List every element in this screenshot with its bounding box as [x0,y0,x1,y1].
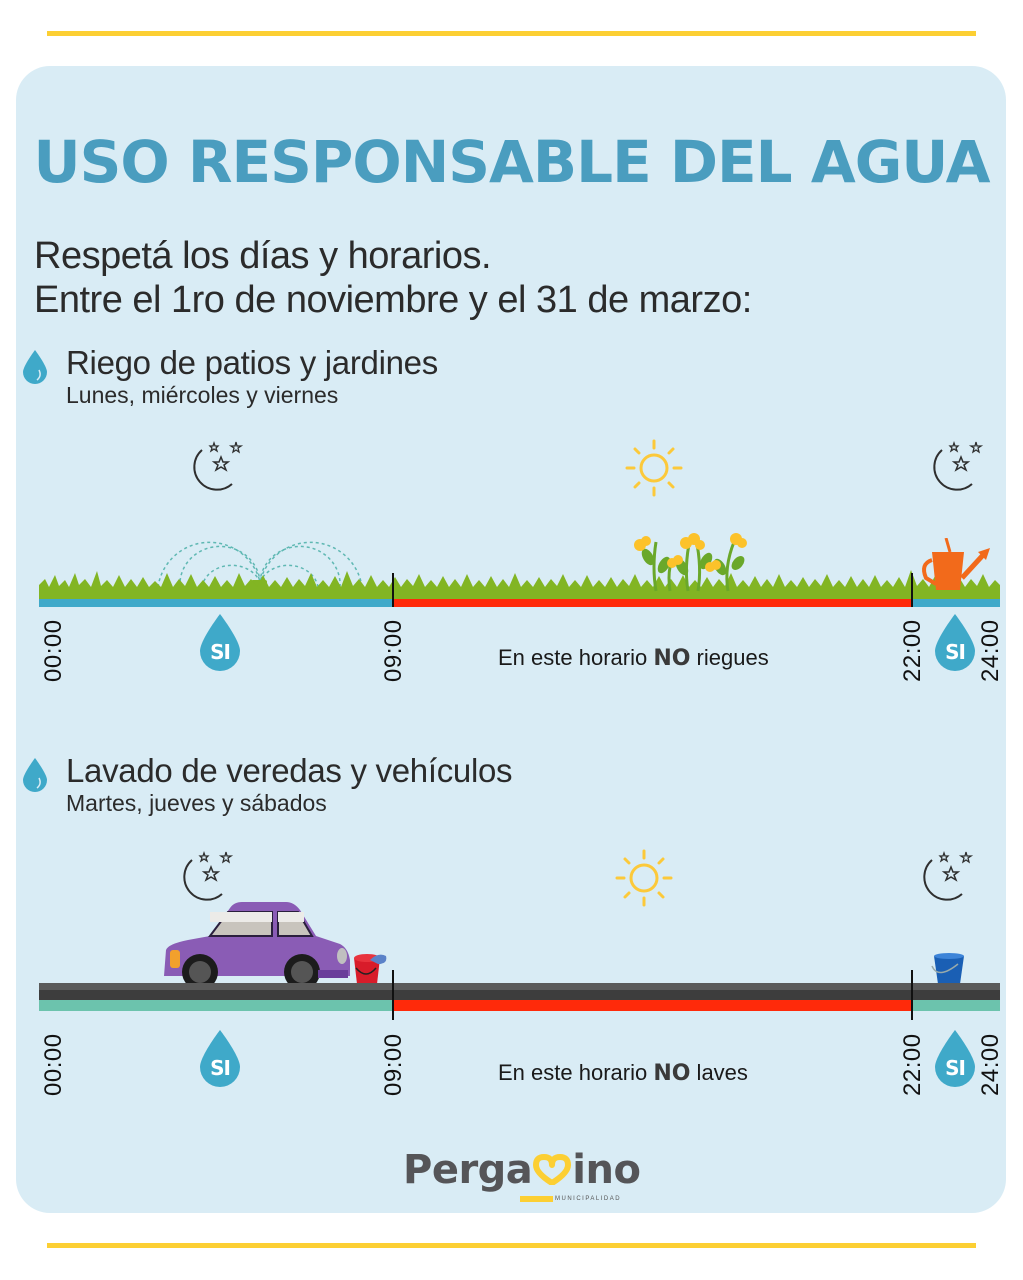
moon-stars-icon [923,850,974,901]
bottom-yellow-divider [47,1243,976,1248]
logo-text-right: ino [572,1147,641,1193]
heart-m-icon [533,1154,572,1186]
info-card [16,66,1006,1213]
si-label: SI [210,640,231,664]
red-bucket-icon [354,954,387,984]
allowed-si-badge: SI [933,614,977,672]
si-label: SI [945,640,966,664]
water-drop-icon [200,614,240,671]
note-bold: NO [653,646,691,671]
section-title: Lavado de veredas y vehículos [66,752,513,789]
note-suffix: riegues [690,645,769,670]
tick-2200 [911,573,913,607]
moon-stars-icon [193,440,244,491]
watering-can-icon [922,538,990,590]
page-title: USO RESPONSABLE DEL AGUA [33,128,990,196]
section-title: Riego de patios y jardines [66,344,438,381]
section-days: Martes, jueves y sábados [66,790,327,816]
allowed-si-badge: SI [198,614,242,672]
tick-2200 [911,970,913,1020]
allowed-si-badge: SI [933,1030,977,1088]
note-suffix: laves [690,1060,748,1085]
section-days: Lunes, miércoles y viernes [66,382,339,408]
car-icon [164,902,350,990]
logo-subtitle: MUNICIPALIDAD [555,1196,622,1202]
water-drop-icon [200,1030,240,1087]
time-label: 22:00 [899,1033,926,1096]
intro-line-2: Entre el 1ro de noviembre y el 31 de mar… [34,279,752,321]
allowed-bar-morning [39,1000,393,1011]
forbidden-note: En este horario NO riegues [498,645,769,671]
time-label: 09:00 [380,619,407,682]
water-drop-icon [23,350,47,384]
allowed-bar-night [912,599,1000,607]
tick-0900 [392,573,394,607]
forbidden-bar-day [393,599,912,607]
time-label: 24:00 [977,619,1004,682]
logo-yellow-bar [520,1196,553,1202]
allowed-si-badge: SI [198,1030,242,1088]
si-label: SI [210,1056,231,1080]
time-label: 24:00 [977,1033,1004,1096]
water-drop-icon [23,758,47,792]
forbidden-note: En este horario NO laves [498,1060,748,1086]
top-yellow-divider [47,31,976,36]
road-strip [39,983,1000,1000]
note-bold: NO [653,1061,691,1086]
pergamino-logo: Perga ino [403,1147,641,1193]
intro-line-1: Respetá los días y horarios. [34,235,492,277]
allowed-bar-night [912,1000,1000,1011]
grass-strip [39,570,1000,600]
logo-text-left: Perga [403,1147,533,1193]
time-label: 00:00 [40,1033,67,1096]
flowers-icon [634,533,747,592]
water-drop-icon [935,614,975,671]
intro-text: Respetá los días y horarios. Entre el 1r… [34,234,752,322]
moon-stars-icon [183,850,234,901]
note-prefix: En este horario [498,645,654,670]
sun-icon [615,849,673,907]
time-label: 09:00 [380,1033,407,1096]
tick-0900 [392,970,394,1020]
time-label: 00:00 [40,619,67,682]
allowed-bar-morning [39,599,393,607]
blue-bucket-icon [931,953,964,984]
forbidden-bar-day [393,1000,912,1011]
moon-stars-icon [933,440,984,491]
sun-icon [625,439,683,497]
note-prefix: En este horario [498,1060,654,1085]
time-label: 22:00 [899,619,926,682]
water-drop-icon [935,1030,975,1087]
si-label: SI [945,1056,966,1080]
